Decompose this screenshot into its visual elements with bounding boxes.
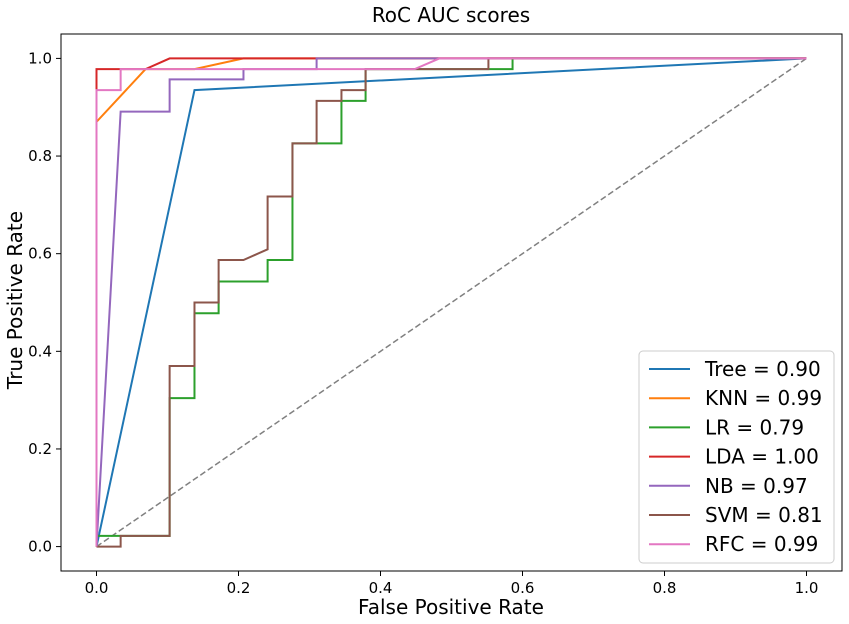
legend-label-2: LR = 0.79 <box>705 415 804 439</box>
legend-label-6: RFC = 0.99 <box>705 532 818 556</box>
legend-label-1: KNN = 0.99 <box>705 386 822 410</box>
y-tick-label: 0.8 <box>28 147 52 165</box>
legend-box <box>638 350 835 564</box>
x-tick-label: 0.0 <box>85 579 109 597</box>
series-line-5 <box>96 57 807 548</box>
legend-label-0: Tree = 0.90 <box>704 357 821 381</box>
x-tick-label: 0.6 <box>511 579 535 597</box>
y-tick-label: 0.6 <box>28 245 52 263</box>
series-line-4 <box>95 57 807 547</box>
x-tick-label: 0.2 <box>227 579 251 597</box>
y-tick-label: 0.2 <box>28 440 52 458</box>
series-line-6 <box>95 57 807 547</box>
y-tick-label: 1.0 <box>28 49 52 67</box>
legend: Tree = 0.90 KNN = 0.99 LR = 0.79 LDA = 1.00… <box>638 350 835 564</box>
axes: 0.0 0.2 0.4 0.6 0.8 1.0 0.0 0.2 0.4 0.6 0.8 1.0 <box>28 33 843 597</box>
y-tick-label: 0.4 <box>28 342 52 360</box>
legend-label-5: SVM = 0.81 <box>705 503 823 527</box>
chart-title: RoC AUC scores <box>372 3 530 27</box>
axes-frame <box>60 33 843 572</box>
series-line-0 <box>95 57 807 547</box>
y-tick-label: 0.0 <box>28 538 52 556</box>
x-tick-label: 0.8 <box>653 579 677 597</box>
x-axis-title: False Positive Rate <box>358 595 544 619</box>
legend-label-3: LDA = 1.00 <box>705 445 819 469</box>
y-axis-title: True Positive Rate <box>3 211 27 390</box>
x-tick-label: 1.0 <box>795 579 819 597</box>
plot-area <box>95 57 807 548</box>
x-tick-label: 0.4 <box>369 579 393 597</box>
legend-label-4: NB = 0.97 <box>705 474 808 498</box>
